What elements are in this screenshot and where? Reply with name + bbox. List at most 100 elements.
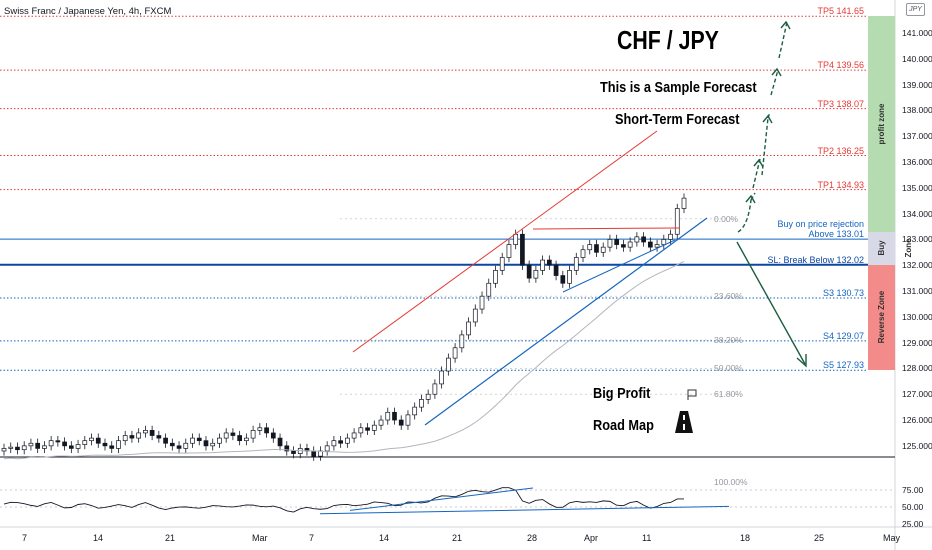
candle-35 [237,435,242,442]
candle-73 [493,270,498,284]
candle-23 [156,435,162,439]
x-tick-5: 14 [379,533,390,543]
candle-88 [594,244,599,253]
fib-label-1: 23.60% [714,291,743,302]
rsi-trend-line [349,487,534,511]
level-label-9: S5 127.93 [822,360,864,371]
y-tick-15: 140.000 [902,53,932,64]
candle-72 [486,282,492,297]
candle-7 [48,440,54,447]
candle-11 [75,444,81,449]
rsi-tick-2: 25.00 [902,519,924,529]
reverse-zone: Reverse Zone [868,264,895,371]
candle-20 [136,432,142,439]
candle-58 [392,411,397,421]
candle-95 [641,236,646,243]
candle-4 [28,442,34,447]
reverse-zone-label: Reverse Zone [877,291,886,344]
candle-27 [183,442,189,449]
candle-8 [55,440,61,443]
candle-28 [190,437,195,444]
candle-57 [385,411,391,421]
candle-0 [1,448,7,452]
candle-71 [479,295,485,310]
road-stripe-2 [683,424,685,430]
candle-86 [580,249,586,258]
candle-99 [668,233,673,240]
candle-97 [654,244,660,248]
green-arrowhead-1 [753,158,764,168]
level-label-8: S4 129.07 [822,330,864,341]
y-tick-13: 138.000 [902,105,932,116]
candle-21 [143,430,148,434]
x-tick-7: 28 [527,533,538,543]
green-arrowhead-3 [771,67,782,77]
candle-101 [681,197,687,209]
y-tick-6: 131.000 [902,286,932,297]
candle-56 [378,419,384,426]
x-tick-10: 18 [740,533,751,543]
candle-2 [15,446,20,451]
candle-78 [526,264,532,279]
candle-39 [264,427,269,434]
x-tick-1: 14 [93,533,104,543]
candle-16 [109,445,115,449]
fib-label-0: 0.00% [714,213,739,224]
x-tick-9: 11 [642,533,652,543]
x-tick-12: May [883,533,901,543]
green-arrowhead-2 [762,114,773,124]
y-tick-3: 128.000 [902,363,932,374]
candle-3 [21,445,27,451]
candle-62 [419,399,424,408]
candle-64 [432,383,438,395]
candle-49 [331,440,337,447]
candle-67 [452,347,458,359]
candle-65 [439,370,444,385]
x-tick-0: 7 [22,533,28,543]
candle-13 [89,437,94,442]
checkered-flag-icon [687,389,697,400]
candle-18 [122,435,128,442]
x-tick-2: 21 [165,533,176,543]
level-label-4: TP1 134.93 [817,179,864,190]
candle-74 [499,257,505,271]
forecast-title: CHF / JPY [617,25,719,55]
candle-46 [311,450,317,457]
currency-badge: JPY [906,3,925,16]
profit-zone: profit zone [868,16,895,232]
blue-support-line [424,217,708,426]
candle-26 [176,445,182,449]
buy-zone-label: Buy Zone [877,238,913,258]
candle-55 [371,424,377,431]
candle-59 [398,419,404,426]
candle-19 [129,435,135,439]
y-tick-1: 126.000 [902,415,932,426]
fib-label-5: 100.00% [714,476,748,487]
candle-82 [553,264,559,276]
level-label-5: Above 133.01 [808,229,864,240]
green-forecast-path [737,21,788,233]
level-label-6: SL: Break Below 132.02 [767,254,864,265]
candle-98 [661,239,667,245]
candle-40 [270,432,276,439]
big-profit-label: Big Profit [593,385,651,402]
candle-5 [35,442,41,449]
candle-36 [244,437,249,442]
moving-average-line [3,260,685,460]
candle-6 [42,445,47,449]
green-arrowhead-0 [745,194,756,204]
road-map-label: Road Map [593,417,654,434]
level-label-3: TP2 136.25 [817,145,864,156]
y-tick-4: 129.000 [902,337,932,348]
candle-79 [533,270,539,279]
candle-75 [506,244,512,258]
fib-label-2: 38.20% [714,335,743,346]
candle-84 [567,270,572,284]
candle-54 [365,427,370,431]
candle-96 [647,241,653,248]
y-tick-7: 132.000 [902,260,932,271]
candle-22 [149,430,155,436]
road-stripe-1 [683,415,685,420]
candle-68 [459,334,465,349]
